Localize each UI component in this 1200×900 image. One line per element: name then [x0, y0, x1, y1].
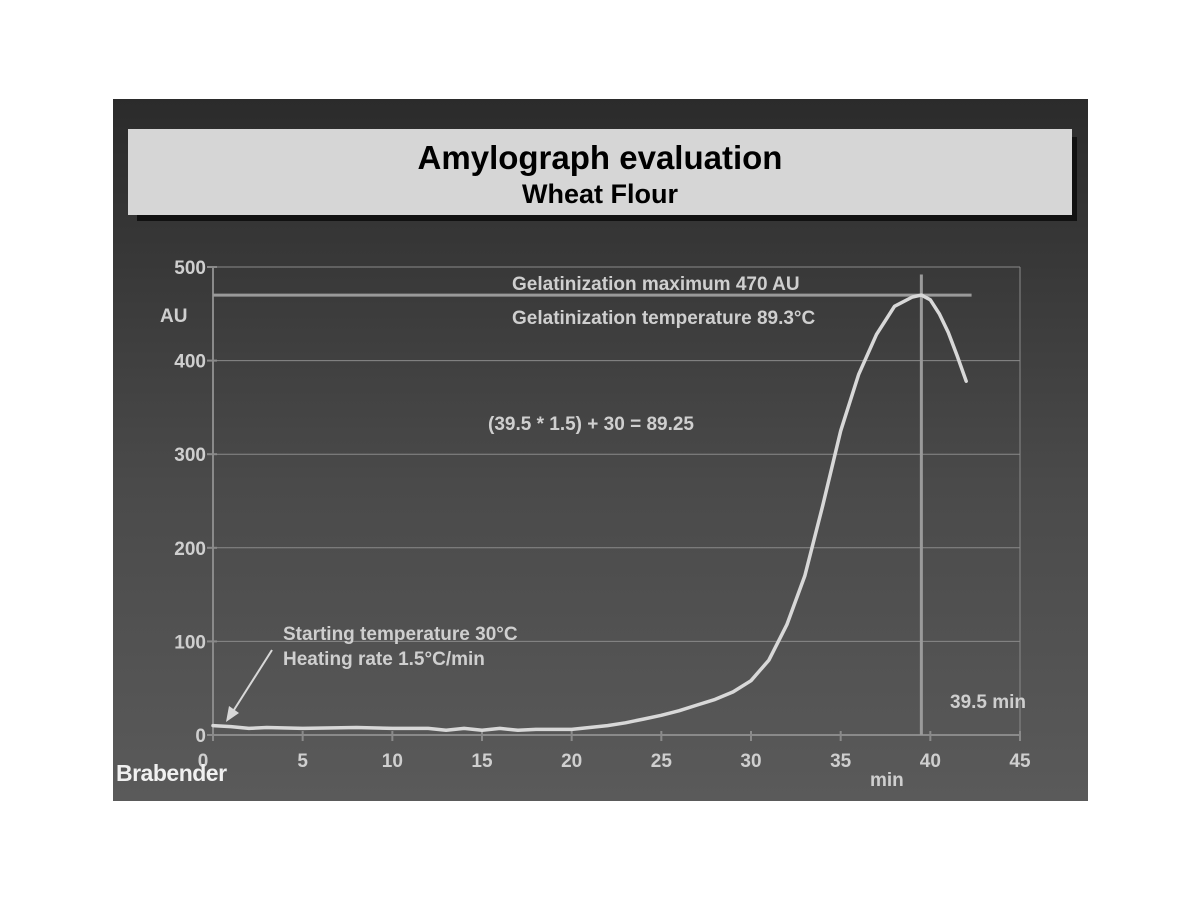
chart-subtitle: Wheat Flour [522, 179, 678, 209]
annotation-starting-temperature: Starting temperature 30°C [283, 624, 518, 645]
y-tick-label: 500 [174, 258, 206, 279]
x-tick-label: 15 [471, 751, 493, 772]
x-tick-label: 25 [651, 751, 673, 772]
y-tick-label: 300 [174, 445, 206, 466]
y-tick-label: 100 [174, 632, 206, 653]
tick-labels: 0 100 200 300 400 500 0 5 10 15 20 25 30 35 40 45 [174, 258, 1031, 772]
x-axis-label: min [870, 770, 904, 791]
annotation-peak-time: 39.5 min [950, 692, 1026, 713]
y-tick-label: 200 [174, 539, 206, 560]
title-box: Amylograph evaluation Wheat Flour [128, 129, 1072, 215]
x-tick-label: 45 [1009, 751, 1031, 772]
chart-title: Amylograph evaluation [417, 139, 783, 176]
reference-lines [213, 274, 972, 735]
x-tick-label: 0 [198, 751, 209, 772]
x-tick-label: 30 [740, 751, 761, 772]
viscosity-curve [211, 293, 968, 733]
x-tick-label: 10 [382, 751, 403, 772]
y-tick-label: 400 [174, 352, 206, 373]
annotation-gelatinization-maximum: Gelatinization maximum 470 AU [512, 274, 800, 295]
annotation-formula: (39.5 * 1.5) + 30 = 89.25 [488, 414, 694, 435]
x-tick-label: 20 [561, 751, 582, 772]
x-tick-label: 40 [920, 751, 941, 772]
annotation-heating-rate: Heating rate 1.5°C/min [283, 649, 485, 670]
grid-lines [213, 266, 1021, 735]
x-tick-label: 35 [830, 751, 852, 772]
annotation-gelatinization-temperature: Gelatinization temperature 89.3°C [512, 308, 816, 329]
axes [207, 266, 1021, 741]
x-tick-label: 5 [297, 751, 308, 772]
y-tick-label: 0 [195, 726, 206, 747]
arrow-annotation [226, 649, 273, 722]
series-layer [211, 293, 968, 733]
brabender-logo: Brabender [116, 760, 227, 786]
y-axis-label: AU [160, 306, 187, 327]
